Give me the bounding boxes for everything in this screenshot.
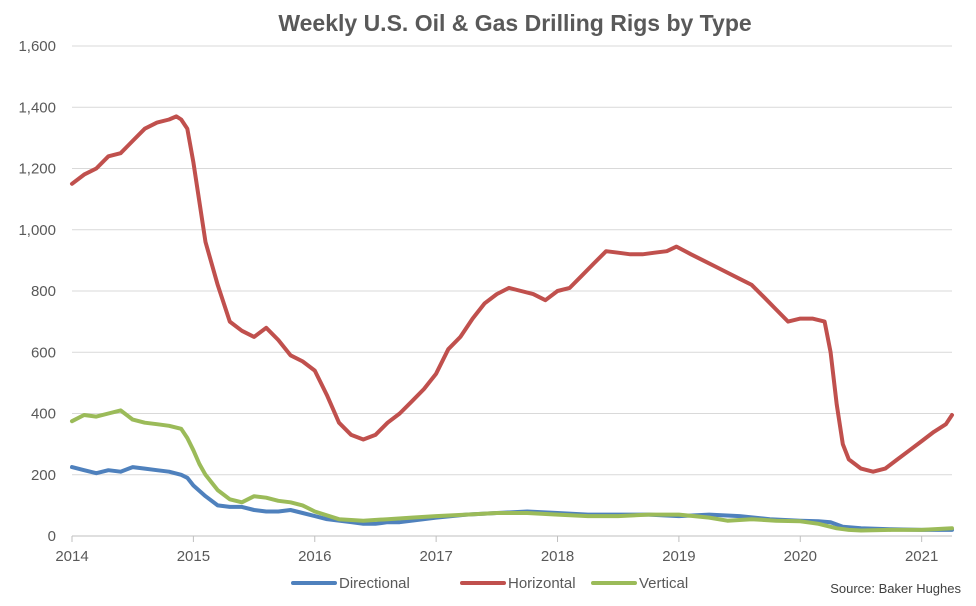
legend-label-horizontal: Horizontal xyxy=(508,575,576,592)
axes: 0 200 400 600 800 1,000 1,200 1,400 1,600 2014 201… xyxy=(18,38,952,565)
series-lines xyxy=(70,114,954,533)
y-tick-label: 0 xyxy=(48,528,56,545)
series-line-horizontal xyxy=(70,114,954,474)
y-tick-label: 400 xyxy=(31,406,56,423)
y-tick-label: 1,200 xyxy=(18,161,56,178)
y-tick-label: 800 xyxy=(31,283,56,300)
series-line-vertical xyxy=(70,408,954,533)
y-tick-label: 1,600 xyxy=(18,38,56,55)
legend-label-directional: Directional xyxy=(339,575,410,592)
legend-label-vertical: Vertical xyxy=(639,575,688,592)
legend: Directional Horizontal Vertical xyxy=(291,575,688,592)
x-tick-label: 2017 xyxy=(419,548,452,565)
y-tick-label: 600 xyxy=(31,344,56,361)
y-tick-label: 200 xyxy=(31,467,56,484)
x-tick-label: 2016 xyxy=(298,548,331,565)
series-line-directional xyxy=(70,465,954,532)
x-tick-label: 2015 xyxy=(177,548,210,565)
y-tick-label: 1,000 xyxy=(18,222,56,239)
x-tick-label: 2018 xyxy=(541,548,574,565)
gridlines xyxy=(72,45,952,476)
x-tick-label: 2020 xyxy=(784,548,817,565)
x-tick-label: 2019 xyxy=(662,548,695,565)
y-tick-label: 1,400 xyxy=(18,99,56,116)
x-tick-label: 2021 xyxy=(905,548,938,565)
source-note: Source: Baker Hughes xyxy=(830,581,961,596)
chart-title: Weekly U.S. Oil & Gas Drilling Rigs by T… xyxy=(278,10,751,36)
x-tick-label: 2014 xyxy=(55,548,88,565)
